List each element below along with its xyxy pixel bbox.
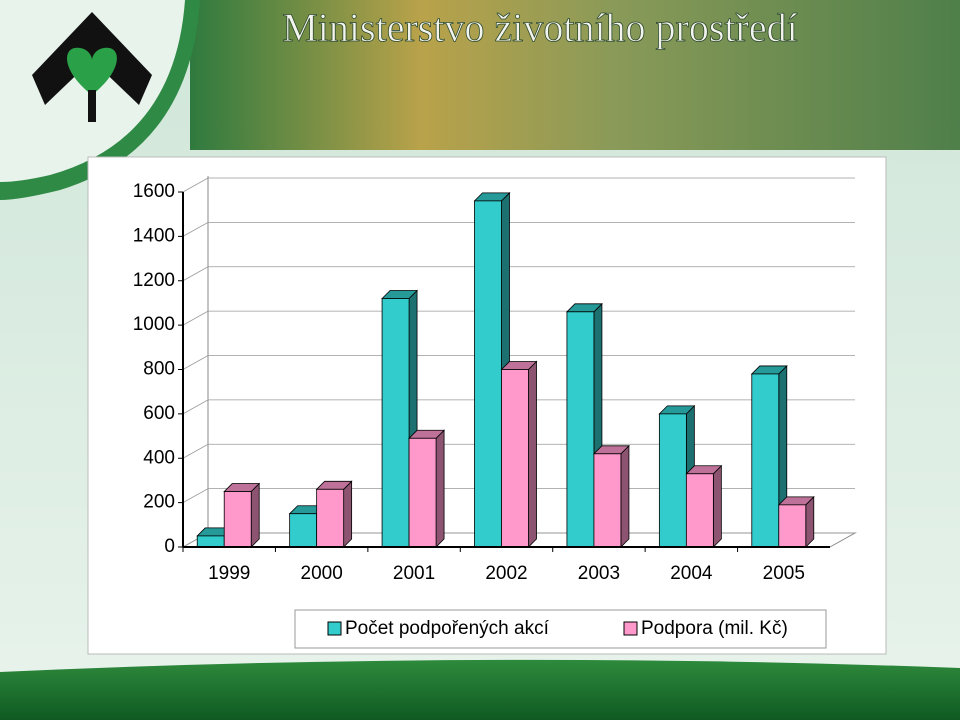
y-tick-label: 1000 xyxy=(133,314,175,335)
bar xyxy=(751,373,780,548)
header-title: Ministerstvo životního prostředí xyxy=(282,5,798,50)
bar xyxy=(685,473,714,548)
grid-line xyxy=(182,443,855,459)
bar-side xyxy=(805,495,815,548)
bar xyxy=(316,488,345,548)
x-tick-label: 2004 xyxy=(670,563,713,584)
legend-swatch xyxy=(327,621,342,636)
y-tick-label: 200 xyxy=(143,492,175,513)
y-tick-label: 1400 xyxy=(133,225,175,246)
bar xyxy=(223,491,252,548)
x-tick-label: 2000 xyxy=(301,563,343,584)
x-tick-label: 2001 xyxy=(393,563,435,584)
grid-line xyxy=(182,266,855,282)
logo-rays xyxy=(32,12,152,105)
grid-line xyxy=(182,488,855,503)
bar-side xyxy=(528,360,537,548)
y-tick-label: 1200 xyxy=(133,270,175,291)
legend-label: Podpora (mil. Kč) xyxy=(641,618,788,639)
x-tick-label: 2003 xyxy=(578,563,620,584)
legend-label: Počet podpořených akcí xyxy=(345,618,550,639)
y-tick-label: 0 xyxy=(164,536,175,557)
bar-side xyxy=(435,429,445,548)
x-tick-label: 2002 xyxy=(485,563,527,584)
bar xyxy=(196,535,225,548)
bar xyxy=(658,413,687,548)
bar xyxy=(289,513,318,548)
bar xyxy=(408,437,437,548)
x-tick-label: 2005 xyxy=(763,563,805,584)
grid-line xyxy=(182,399,855,415)
y-tick-label: 400 xyxy=(143,447,175,468)
y-tick-label: 600 xyxy=(143,403,175,424)
grid-line xyxy=(182,221,855,237)
bar xyxy=(778,504,807,548)
logo-trunk xyxy=(88,90,96,122)
bar xyxy=(381,298,410,548)
footer-band xyxy=(0,659,960,720)
y-tick-label: 1600 xyxy=(133,181,175,202)
bar xyxy=(501,369,529,548)
grid-line xyxy=(182,310,855,326)
bar xyxy=(566,311,595,548)
bar-side xyxy=(250,482,260,548)
bar-side xyxy=(343,480,353,548)
header-photo xyxy=(190,0,960,150)
bar-side xyxy=(712,464,722,548)
grid-line xyxy=(182,177,855,193)
y-tick-label: 800 xyxy=(143,359,175,380)
bar-side xyxy=(620,444,630,548)
legend-box xyxy=(294,609,827,649)
x-tick-label: 1999 xyxy=(208,563,250,584)
logo-heart xyxy=(67,47,117,95)
bar xyxy=(474,200,502,548)
legend-swatch xyxy=(623,621,638,636)
bar xyxy=(593,453,622,548)
grid-line xyxy=(182,355,855,370)
